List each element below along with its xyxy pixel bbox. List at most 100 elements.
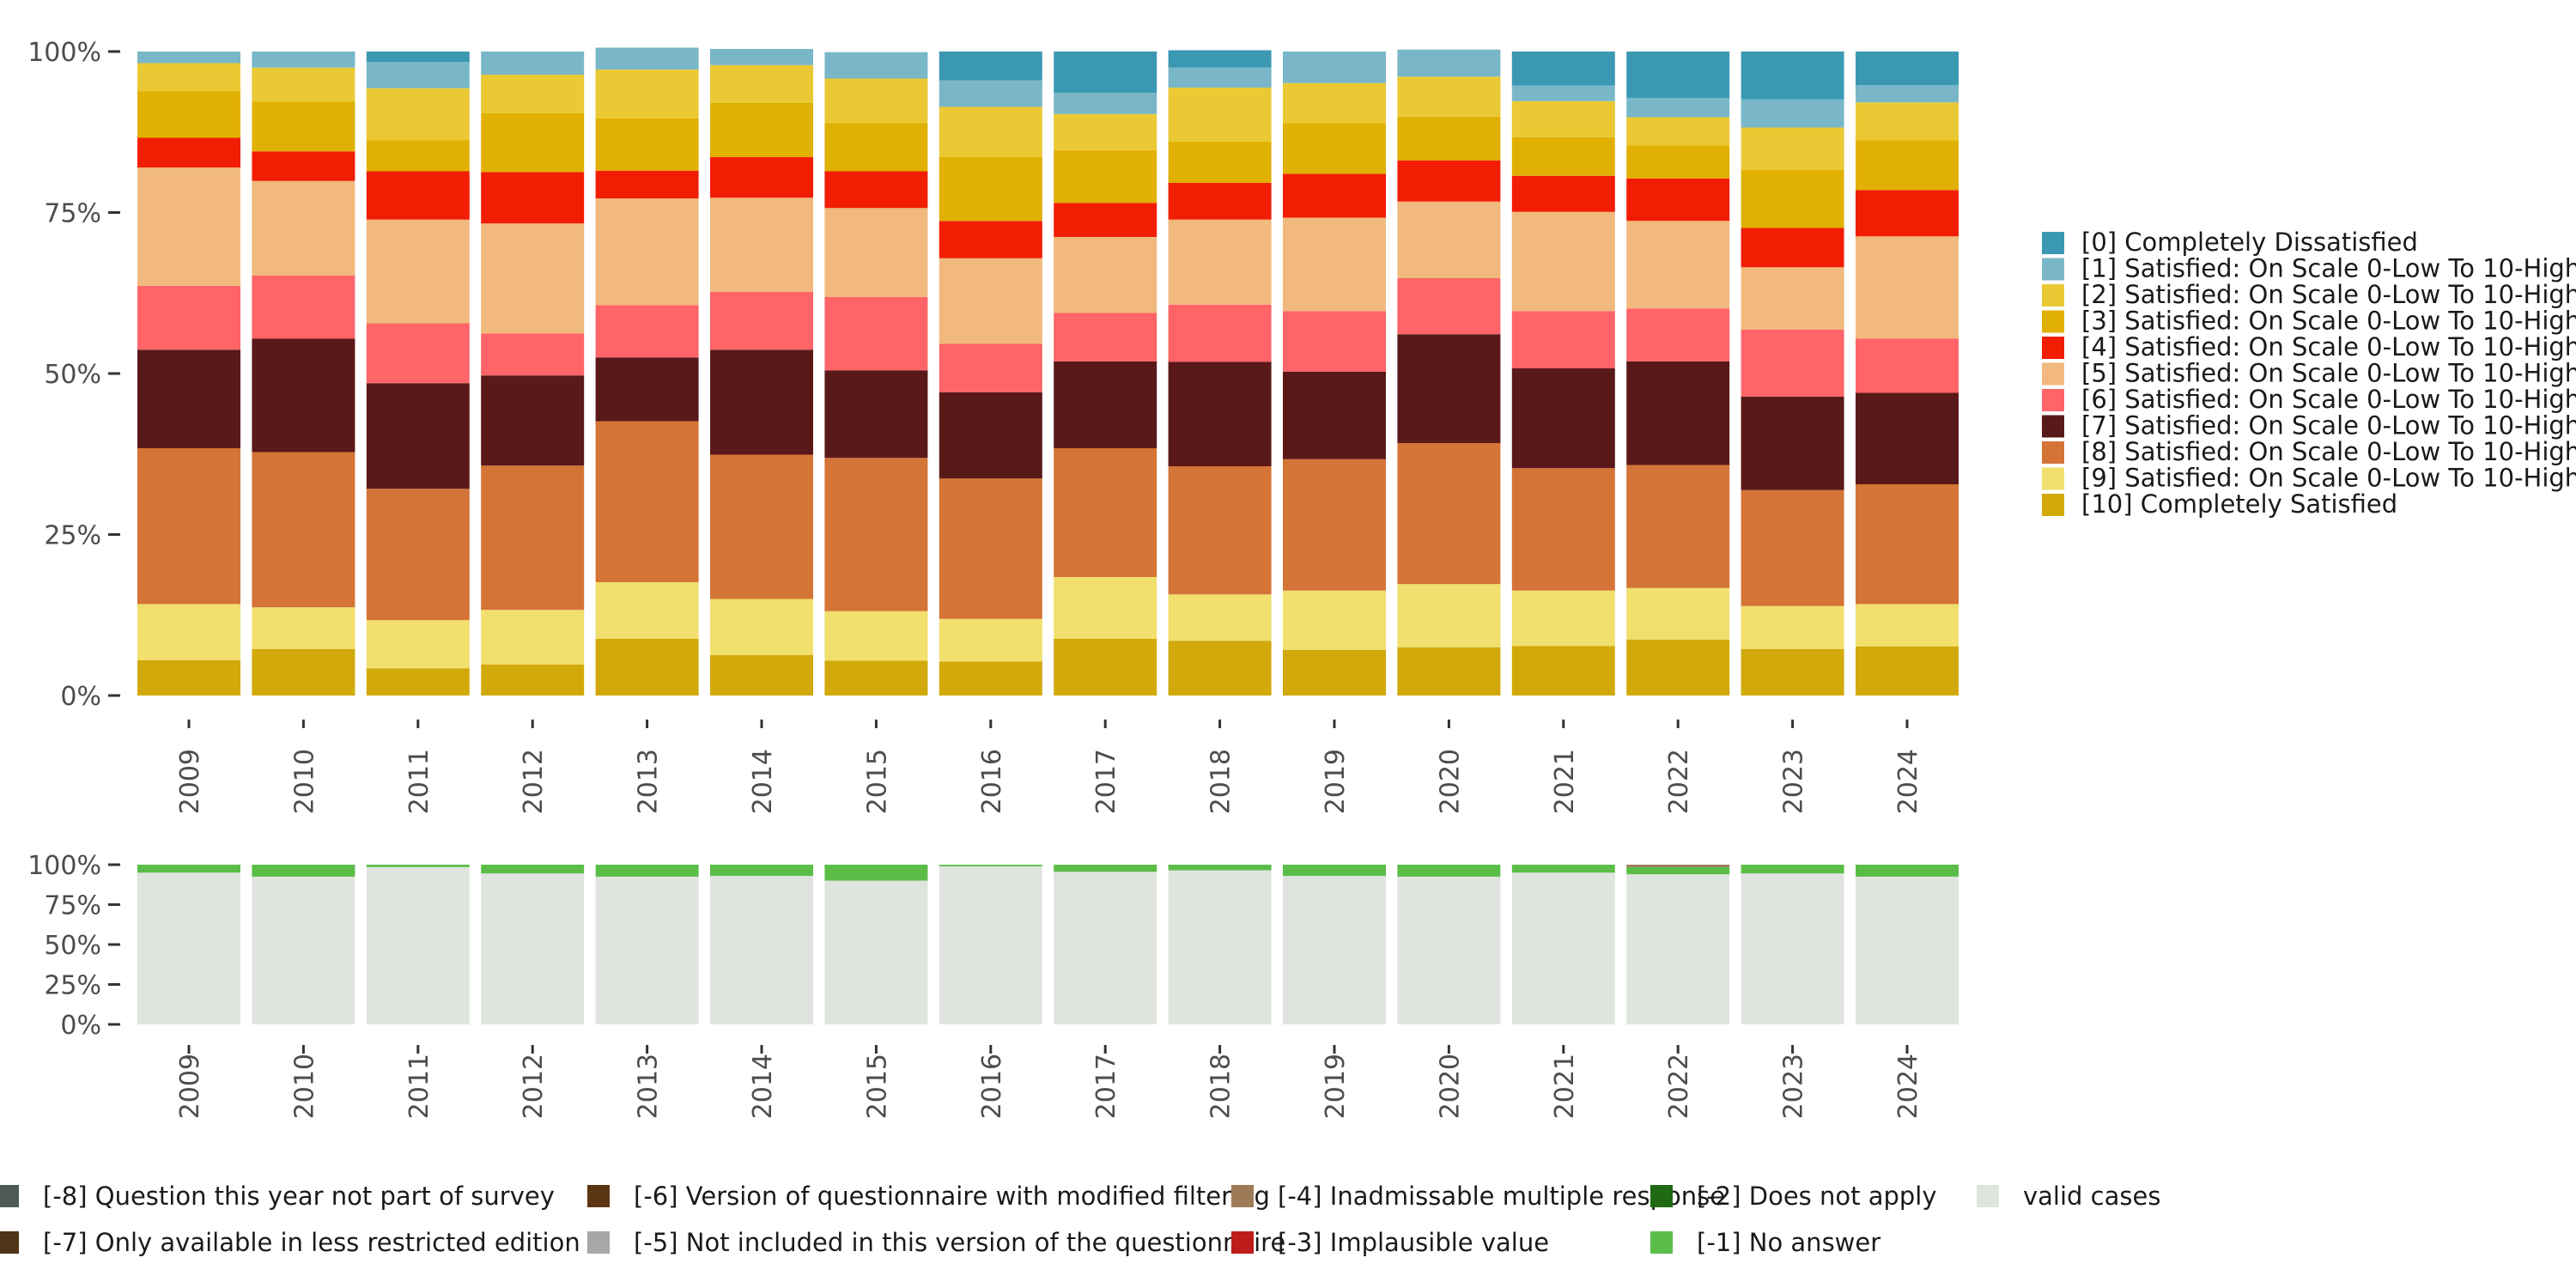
bar-segment xyxy=(595,357,699,422)
bar-segment xyxy=(824,78,928,124)
legend-label: [10] Completely Satisfied xyxy=(2081,489,2397,519)
bar-segment xyxy=(366,52,470,62)
bar-segment xyxy=(481,865,585,874)
bar-segment xyxy=(1626,865,1730,867)
legend-label: [-2] Does not apply xyxy=(1697,1182,1937,1211)
bar-segment xyxy=(710,157,813,198)
top-legend: [0] Completely Dissatisfied[1] Satisfied… xyxy=(2042,228,2576,519)
bar-segment xyxy=(252,607,355,649)
x-tick-label: 2020 xyxy=(1435,749,1465,814)
legend-label: [9] Satisfied: On Scale 0-Low To 10-High xyxy=(2081,464,2576,493)
legend-label: [0] Completely Dissatisfied xyxy=(2081,228,2418,257)
bar-segment xyxy=(1397,584,1501,647)
bar-segment xyxy=(1283,865,1386,877)
x-tick-label: 2009 xyxy=(175,1054,205,1119)
legend-label: [7] Satisfied: On Scale 0-Low To 10-High xyxy=(2081,411,2576,440)
bar-segment xyxy=(1741,489,1844,606)
x-tick-label: 2014 xyxy=(748,1054,778,1119)
bar-segment xyxy=(1168,88,1272,142)
bar-segment xyxy=(1397,160,1501,202)
bar-segment xyxy=(710,876,813,1024)
bar-segment xyxy=(1626,52,1730,98)
bar-segment xyxy=(366,668,470,696)
legend-label: [5] Satisfied: On Scale 0-Low To 10-High xyxy=(2081,359,2576,388)
bar-segment xyxy=(481,223,585,334)
bar-segment xyxy=(366,62,470,88)
legend-swatch xyxy=(1231,1185,1254,1207)
bar-segment xyxy=(1054,203,1157,237)
bar-segment xyxy=(1283,371,1386,459)
bar-segment xyxy=(252,151,355,181)
bar-segment xyxy=(1856,190,1959,237)
bar-segment xyxy=(1168,361,1272,466)
bar-segment xyxy=(1283,311,1386,372)
bar-segment xyxy=(137,349,240,448)
legend-swatch xyxy=(1977,1185,1999,1207)
bar-segment xyxy=(1511,175,1615,212)
bar-segment xyxy=(1168,304,1272,362)
bar-segment xyxy=(824,865,928,881)
bar-segment xyxy=(1283,123,1386,174)
bar-segment xyxy=(1856,604,1959,647)
x-tick-label: 2017 xyxy=(1091,1054,1121,1119)
x-tick-label: 2013 xyxy=(634,749,664,814)
x-tick-label: 2023 xyxy=(1779,1054,1809,1119)
bar-segment xyxy=(1168,50,1272,68)
bar-segment xyxy=(1054,237,1157,313)
bar-segment xyxy=(939,478,1042,619)
x-tick-label: 2023 xyxy=(1779,749,1809,814)
bar-segment xyxy=(137,167,240,286)
bar-segment xyxy=(481,873,585,1024)
bar-segment xyxy=(1054,313,1157,361)
bar-segment xyxy=(1397,201,1501,278)
legend-swatch xyxy=(0,1231,19,1254)
legend-swatch xyxy=(2042,415,2064,438)
bar-segment xyxy=(595,198,699,306)
bar-segment xyxy=(1626,874,1730,1024)
bar-segment xyxy=(137,52,240,64)
bar-segment xyxy=(366,620,470,669)
bar-segment xyxy=(252,101,355,152)
bar-segment xyxy=(137,604,240,660)
y-tick-label: 100% xyxy=(27,38,101,68)
bar-segment xyxy=(939,661,1042,696)
bar-segment xyxy=(1283,52,1386,83)
x-tick-label: 2016 xyxy=(977,1054,1007,1119)
legend-label: [-6] Version of questionnaire with modif… xyxy=(634,1182,1270,1211)
bar-segment xyxy=(481,465,585,611)
x-tick-label: 2015 xyxy=(862,1054,892,1119)
legend-swatch xyxy=(587,1185,610,1207)
bar-segment xyxy=(1054,577,1157,639)
bar-segment xyxy=(1511,211,1615,312)
bar-segment xyxy=(1511,311,1615,368)
bar-segment xyxy=(1626,639,1730,696)
x-tick-label: 2024 xyxy=(1893,749,1923,814)
bar-segment xyxy=(710,197,813,292)
bar-segment xyxy=(1283,459,1386,591)
x-tick-label: 2022 xyxy=(1664,1054,1694,1119)
bar-segment xyxy=(595,639,699,696)
bar-segment xyxy=(1856,102,1959,141)
legend-label: [-3] Implausible value xyxy=(1278,1228,1549,1257)
bar-segment xyxy=(366,140,470,172)
y-tick-label: 75% xyxy=(44,199,101,229)
bar-segment xyxy=(137,137,240,167)
bar-segment xyxy=(939,392,1042,479)
bar-segment xyxy=(1856,85,1959,103)
x-tick-label: 2011 xyxy=(404,749,434,814)
bar-segment xyxy=(1741,649,1844,696)
bar-segment xyxy=(824,660,928,696)
bar-segment xyxy=(1856,484,1959,605)
bar-segment xyxy=(595,305,699,358)
bar-segment xyxy=(1054,113,1157,150)
bar-segment xyxy=(1626,308,1730,361)
x-tick-label: 2014 xyxy=(748,749,778,814)
y-tick-label: 0% xyxy=(60,682,101,712)
legend-label: [-7] Only available in less restricted e… xyxy=(43,1228,580,1257)
y-tick-label: 0% xyxy=(60,1011,101,1041)
bar-segment xyxy=(1054,149,1157,204)
legend-swatch xyxy=(2042,467,2064,490)
bar-segment xyxy=(1054,93,1157,114)
bar-segment xyxy=(939,866,1042,1024)
bar-segment xyxy=(1856,865,1959,877)
